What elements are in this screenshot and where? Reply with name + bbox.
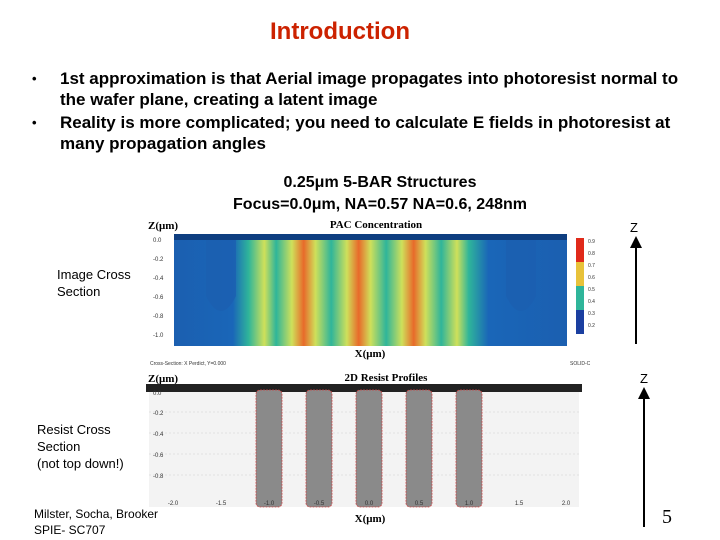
- bullet-text: Reality is more complicated; you need to…: [60, 113, 671, 153]
- y-tick-label: -0.2: [153, 411, 164, 417]
- y-tick-label: -0.8: [153, 474, 164, 480]
- z-arrow-shaft: [635, 247, 637, 344]
- colorbar-tick: 0.4: [588, 299, 595, 305]
- resist-line: [305, 389, 333, 508]
- colorbar-tick: 0.2: [588, 323, 595, 329]
- resist-cross-section-label: Resist Cross Section (not top down!): [37, 421, 147, 472]
- resist-profiles-plot: Z(μm) 2D Resist Profiles 0.0 -0.2 -0.4 -…: [146, 372, 582, 525]
- bullet-marker: •: [32, 115, 37, 130]
- bottom-plot-y-ticks: 0.0 -0.2 -0.4 -0.6 -0.8: [153, 391, 164, 480]
- colorbar-tick: 0.5: [588, 287, 595, 293]
- figure-heading: 0.25μm 5-BAR Structures Focus=0.0μm, NA=…: [200, 172, 560, 216]
- y-tick-label: -0.2: [153, 257, 164, 263]
- credit: Milster, Socha, Brooker SPIE- SC707: [34, 506, 158, 538]
- z-arrow-up-icon: [630, 236, 642, 344]
- z-arrow-shaft: [643, 398, 645, 527]
- x-tick-label: -2.0: [168, 501, 179, 507]
- pac-right-lobe: [506, 234, 536, 311]
- bottom-plot-x-ticks: -2.0 -1.5 -1.0 -0.5 0.0 0.5 1.0 1.5 2.0: [168, 501, 571, 507]
- resist-line: [355, 389, 383, 508]
- top-plot-x-axis-label: X(μm): [355, 348, 386, 360]
- z-axis-label-top: Z: [630, 220, 638, 235]
- bullet-list: • 1st approximation is that Aerial image…: [28, 68, 698, 156]
- y-tick-label: -0.6: [153, 295, 164, 301]
- top-plot-brand: SOLID-C: [570, 361, 591, 367]
- figure-heading-line1: 0.25μm 5-BAR Structures: [283, 174, 477, 191]
- pac-left-lobe: [206, 234, 236, 311]
- colorbar-band-blue: [576, 310, 584, 334]
- y-tick-label: -1.0: [153, 333, 164, 339]
- bullet-item: • Reality is more complicated; you need …: [28, 112, 698, 154]
- z-arrow-up-icon: [638, 387, 650, 527]
- resist-label-line1: Resist Cross: [37, 422, 111, 437]
- resist-line: [405, 389, 433, 508]
- colorbar-tick: 0.7: [588, 263, 595, 269]
- bullet-item: • 1st approximation is that Aerial image…: [28, 68, 698, 110]
- bottom-plot-title: 2D Resist Profiles: [345, 372, 429, 384]
- pac-concentration-plot: Z(μm) PAC Concentration 0.0 -0.2 -0.4 -0…: [148, 219, 595, 367]
- page-number: 5: [662, 506, 672, 528]
- colorbar-tick: 0.8: [588, 251, 595, 257]
- x-tick-label: -0.5: [314, 501, 325, 507]
- image-cross-section-label: Image Cross Section: [57, 267, 131, 299]
- colorbar-tick: 0.9: [588, 239, 595, 245]
- resist-label-line2: Section: [37, 439, 81, 454]
- credit-course: SPIE- SC707: [34, 523, 106, 537]
- colorbar-tick: 0.3: [588, 311, 595, 317]
- y-tick-label: -0.6: [153, 453, 164, 459]
- pac-contour-field: [174, 234, 567, 346]
- slide-title: Introduction: [270, 18, 410, 45]
- x-tick-label: 0.5: [415, 501, 424, 507]
- top-plot-y-axis-label: Z(μm): [148, 220, 178, 232]
- z-axis-label-bottom: Z: [640, 371, 648, 386]
- bullet-text: 1st approximation is that Aerial image p…: [60, 69, 679, 109]
- y-tick-label: -0.4: [153, 276, 164, 282]
- x-tick-label: 2.0: [562, 501, 571, 507]
- top-plot-y-ticks: 0.0 -0.2 -0.4 -0.6 -0.8 -1.0: [153, 238, 164, 339]
- y-tick-label: -0.8: [153, 314, 164, 320]
- figure-heading-line2: Focus=0.0μm, NA=0.57 NA=0.6, 248nm: [233, 196, 527, 213]
- z-arrowhead: [638, 387, 650, 399]
- z-arrowhead: [630, 236, 642, 248]
- top-plot-title: PAC Concentration: [330, 219, 422, 231]
- resist-label-line3: (not top down!): [37, 456, 124, 471]
- y-tick-label: 0.0: [153, 238, 162, 244]
- top-plot-footer: Cross-Section: X Perdict, Y=0.000: [150, 361, 226, 367]
- x-tick-label: -1.0: [264, 501, 275, 507]
- colorbar-band-yellow: [576, 262, 584, 286]
- bullet-marker: •: [32, 71, 37, 86]
- colorbar-tick: 0.6: [588, 275, 595, 281]
- colorbar-band-green: [576, 286, 584, 310]
- bottom-plot-y-axis-label: Z(μm): [148, 373, 178, 385]
- y-tick-label: 0.0: [153, 391, 162, 397]
- plot-header-band: [146, 384, 582, 392]
- credit-authors: Milster, Socha, Brooker: [34, 507, 159, 521]
- colorbar-ticks: 0.9 0.8 0.7 0.6 0.5 0.4 0.3 0.2: [588, 239, 595, 329]
- x-tick-label: 1.5: [515, 501, 524, 507]
- resist-lines: [255, 389, 483, 508]
- y-tick-label: -0.4: [153, 432, 164, 438]
- resist-line: [455, 389, 483, 508]
- x-tick-label: 1.0: [465, 501, 474, 507]
- resist-line: [255, 389, 283, 508]
- pac-top-strip: [174, 234, 567, 240]
- bottom-plot-x-axis-label: X(μm): [355, 513, 386, 525]
- x-tick-label: 0.0: [365, 501, 374, 507]
- x-tick-label: -1.5: [216, 501, 227, 507]
